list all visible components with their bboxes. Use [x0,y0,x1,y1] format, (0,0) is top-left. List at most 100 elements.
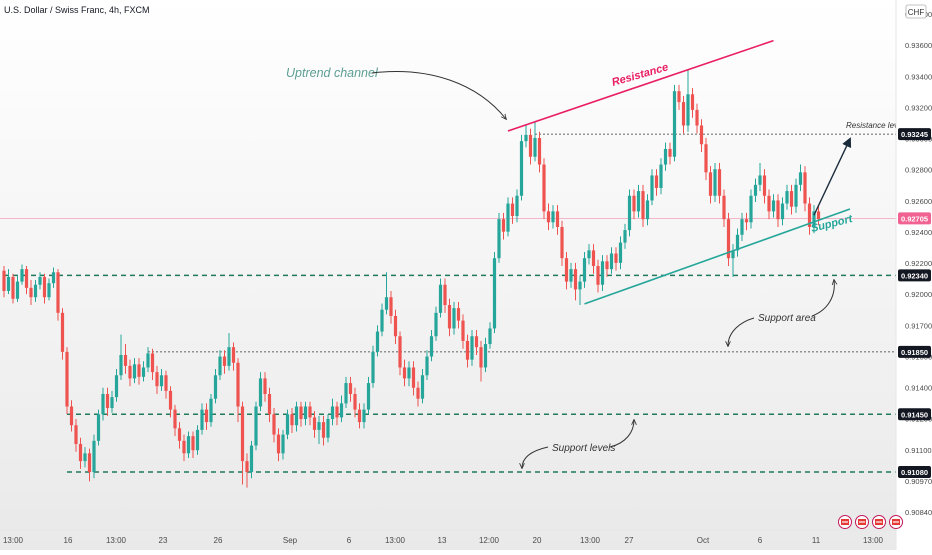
candle [807,197,812,235]
x-tick-label: 26 [214,536,223,545]
candle-body [582,258,587,282]
candle [177,422,182,449]
candle [465,334,470,368]
candle [38,272,42,290]
flag-icon[interactable] [872,515,886,529]
candle [812,205,816,234]
candle [362,403,366,429]
level-price-tag [898,345,931,358]
candle-body [366,383,371,410]
flag-icon[interactable] [838,515,852,529]
candle-body [560,226,564,259]
candle-body [506,203,510,232]
candle-body [317,422,321,430]
candle [29,280,33,306]
candle [780,197,785,226]
candle [398,331,402,376]
candle [776,194,780,227]
candle-body [677,91,681,103]
candle-body [816,211,821,220]
candle-body [722,195,726,220]
candle-body [776,200,780,220]
candle-body [236,362,240,407]
candle-body [569,269,573,282]
candle [20,264,24,285]
candle [483,337,488,373]
candle-body [110,397,114,409]
x-axis-ticks: 13:00 16 13:00 23 26 Sep 6 13:00 13 12:00 20 13:00 2… [3,536,884,545]
candle-body [101,394,105,415]
candle [42,273,47,304]
candle [461,314,465,349]
candle [11,273,15,304]
candle-body [398,336,402,368]
candle-body [87,453,92,473]
candle-body [177,428,182,441]
currency-badge[interactable] [905,4,927,19]
y-tick-label: 0.91700 [905,321,932,330]
candle [384,272,389,315]
candle-body [731,250,735,259]
candle-body [645,200,650,220]
price-tag-label: 0.93245 [901,130,928,139]
candle-body [537,138,542,165]
candle [767,189,771,220]
candles [2,69,821,488]
candle [740,212,744,242]
candle [24,266,29,295]
candle-body [492,258,497,329]
candle-body [479,347,483,368]
candle [420,369,425,404]
candle-body [267,394,272,415]
x-tick-label: 6 [758,536,763,545]
candle [627,189,632,237]
candle-body [276,434,281,454]
candle [159,369,164,391]
candle [443,278,447,313]
candle [488,322,492,349]
candle [222,350,227,374]
candle-body [245,461,249,473]
candle [245,453,249,488]
candle-body [659,164,663,188]
candle-body [420,375,425,399]
candle-body [735,234,740,251]
candle-body [623,230,627,243]
candle-body [501,219,506,232]
candle [663,142,668,171]
annotation-support-area-arrow-up [811,280,834,317]
candle-body [695,109,699,126]
candle [789,184,794,215]
candle [231,342,236,371]
candle-body [357,409,362,423]
candle [803,166,807,212]
annotation-support-levels-arrow-up [609,420,634,448]
candle-body [303,406,308,419]
annotation-channel-arrow [371,71,506,119]
candle [393,309,398,345]
candle-body [182,440,186,454]
candle [6,269,11,295]
candle-body [789,191,794,207]
candle-body [339,403,344,418]
annotation-support-levels-arrow-down [522,446,549,468]
candle-body [209,398,213,423]
candle-body [470,336,474,360]
x-tick-label: 12:00 [479,536,500,545]
candle-body [38,276,42,285]
y-tick-label: 0.92000 [905,290,932,299]
candle [564,251,569,290]
candle [515,189,519,223]
candle [501,212,506,240]
candle-body [132,364,137,379]
flag-icon[interactable] [855,515,869,529]
candle-body [371,351,375,384]
candle-body [627,195,632,231]
candle [753,178,758,202]
candle [438,278,443,318]
x-tick-label: 20 [533,536,542,545]
flag-icon[interactable] [889,515,903,529]
symbol-title: U.S. Dollar / Swiss Franc, 4h, FXCM [4,5,150,15]
